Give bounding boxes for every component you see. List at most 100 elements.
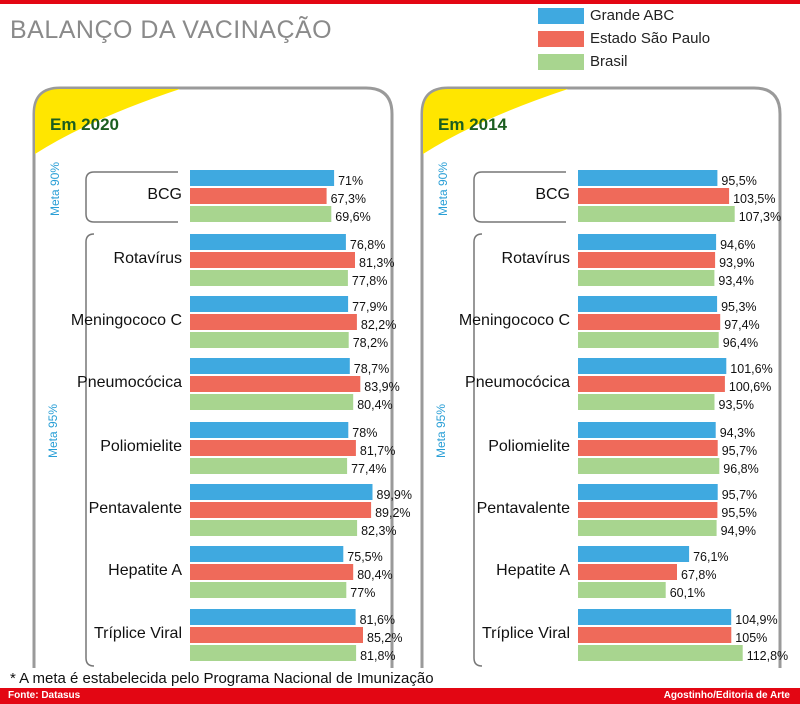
value-label-2014-meningococo-c-estado-sao-paulo: 97,4% [724, 318, 760, 332]
bar-2020-rotavirus-estado-sao-paulo [190, 252, 355, 268]
bar-2014-hepatite-a-brasil [578, 582, 666, 598]
value-label-2014-pneumococica-estado-sao-paulo: 100,6% [728, 380, 772, 394]
value-label-2014-bcg-brasil: 107,3% [738, 210, 782, 224]
value-label-2020-meningococo-c-estado-sao-paulo: 82,2% [360, 318, 397, 332]
value-label-2014-hepatite-a-grande-abc: 76,1% [693, 550, 729, 564]
value-label-2020-triplice-viral-grande-abc: 81,6% [359, 613, 396, 627]
category-label-poliomielite: Poliomielite [488, 438, 570, 455]
bar-2020-hepatite-a-brasil [190, 582, 347, 598]
bar-2020-meningococo-c-estado-sao-paulo [190, 314, 357, 330]
value-label-2020-poliomielite-estado-sao-paulo: 81,7% [359, 444, 396, 458]
value-label-2014-poliomielite-brasil: 96,8% [723, 462, 759, 476]
value-label-2020-pneumococica-brasil: 80,4% [357, 398, 393, 412]
category-label-meningococo-c: Meningococo C [70, 312, 182, 329]
value-label-2014-rotavirus-grande-abc: 94,6% [720, 238, 756, 252]
value-label-2014-bcg-estado-sao-paulo: 103,5% [733, 192, 776, 206]
value-label-2020-pneumococica-grande-abc: 78,7% [353, 362, 390, 376]
bar-2020-triplice-viral-grande-abc [190, 609, 356, 625]
bar-2020-triplice-viral-brasil [190, 645, 357, 661]
bar-2014-bcg-estado-sao-paulo [578, 188, 730, 204]
panel-frame [420, 86, 782, 668]
top-accent-bar [0, 0, 800, 4]
bar-2014-bcg-brasil [578, 206, 735, 222]
value-label-2014-pneumococica-brasil: 93,5% [718, 398, 754, 412]
value-label-2014-meningococo-c-brasil: 96,4% [722, 336, 759, 350]
value-label-2014-pentavalente-estado-sao-paulo: 95,5% [721, 506, 757, 520]
bar-2014-pentavalente-brasil [578, 520, 717, 536]
bar-2014-pneumococica-grande-abc [578, 358, 727, 374]
value-label-2014-hepatite-a-estado-sao-paulo: 67,8% [681, 568, 717, 582]
value-label-2020-poliomielite-grande-abc: 78% [352, 426, 378, 440]
bar-2014-hepatite-a-estado-sao-paulo [578, 564, 677, 580]
bar-2014-poliomielite-grande-abc [578, 422, 716, 438]
panel-title-2014: Em 2014 [438, 115, 507, 134]
category-label-meningococo-c: Meningococo C [458, 312, 570, 329]
bar-2020-bcg-brasil [190, 206, 332, 222]
chart-panel-2014: Em 2014 Meta 90% Meta 95% BCG 95,5% 103,5% 10… [418, 84, 798, 668]
category-label-pentavalente: Pentavalente [476, 500, 570, 517]
bar-2014-meningococo-c-estado-sao-paulo [578, 314, 721, 330]
bar-2014-meningococo-c-brasil [578, 332, 719, 348]
bar-2014-bcg-grande-abc [578, 170, 718, 186]
bar-2020-bcg-grande-abc [190, 170, 335, 186]
meta-95-bracket [85, 233, 95, 667]
bar-2014-triplice-viral-brasil [578, 645, 743, 661]
meta-90-bracket [85, 171, 178, 223]
bar-2020-poliomielite-brasil [190, 458, 348, 474]
bar-2020-pentavalente-estado-sao-paulo [190, 502, 372, 518]
page-title: BALANÇO DA VACINAÇÃO [10, 16, 333, 44]
value-label-2020-meningococo-c-brasil: 78,2% [352, 336, 389, 350]
bar-2020-rotavirus-grande-abc [190, 234, 346, 250]
value-label-2014-triplice-viral-grande-abc: 104,9% [735, 613, 778, 627]
category-label-pneumococica: Pneumocócica [77, 374, 182, 391]
bar-2020-bcg-estado-sao-paulo [190, 188, 327, 204]
legend-swatch-brasil [538, 54, 584, 70]
bar-2020-pentavalente-grande-abc [190, 484, 373, 500]
bar-2014-rotavirus-estado-sao-paulo [578, 252, 716, 268]
value-label-2020-pentavalente-grande-abc: 89,9% [376, 488, 412, 502]
value-label-2014-poliomielite-grande-abc: 94,3% [719, 426, 756, 440]
value-label-2020-hepatite-a-grande-abc: 75,5% [347, 550, 383, 564]
value-label-2014-triplice-viral-estado-sao-paulo: 105% [735, 631, 768, 645]
value-label-2020-hepatite-a-brasil: 77% [350, 586, 376, 600]
value-label-2014-triplice-viral-brasil: 112,8% [746, 649, 789, 663]
value-label-2020-triplice-viral-estado-sao-paulo: 85,2% [367, 631, 403, 645]
bar-2020-pneumococica-grande-abc [190, 358, 350, 374]
bar-2020-pneumococica-estado-sao-paulo [190, 376, 361, 392]
bar-2020-hepatite-a-grande-abc [190, 546, 344, 562]
value-label-2020-rotavirus-brasil: 77,8% [351, 274, 388, 288]
source-label: Fonte: Datasus [8, 690, 81, 701]
meta-90-bracket [473, 171, 566, 223]
category-label-hepatite-a: Hepatite A [108, 562, 182, 579]
panel-corner-highlight [423, 89, 568, 154]
value-label-2020-poliomielite-brasil: 77,4% [351, 462, 387, 476]
value-label-2020-bcg-grande-abc: 71% [338, 174, 364, 188]
bar-2014-triplice-viral-grande-abc [578, 609, 732, 625]
category-label-triplice-viral: Tríplice Viral [481, 625, 570, 642]
value-label-2020-bcg-brasil: 69,6% [335, 210, 371, 224]
legend-swatch-estado-sp [538, 31, 584, 47]
value-label-2014-pneumococica-grande-abc: 101,6% [730, 362, 773, 376]
value-label-2014-rotavirus-brasil: 93,4% [718, 274, 754, 288]
bar-2020-triplice-viral-estado-sao-paulo [190, 627, 363, 643]
category-label-pentavalente: Pentavalente [88, 500, 182, 517]
value-label-2014-rotavirus-estado-sao-paulo: 93,9% [719, 256, 755, 270]
legend-label-estado-sp: Estado São Paulo [590, 30, 711, 47]
value-label-2020-bcg-estado-sao-paulo: 67,3% [330, 192, 367, 206]
bar-2014-triplice-viral-estado-sao-paulo [578, 627, 732, 643]
value-label-2020-hepatite-a-estado-sao-paulo: 80,4% [357, 568, 393, 582]
panel-title-2020: Em 2020 [50, 115, 119, 134]
bar-2014-pneumococica-brasil [578, 394, 715, 410]
value-label-2020-pneumococica-estado-sao-paulo: 83,9% [364, 380, 400, 394]
value-label-2014-pentavalente-brasil: 94,9% [720, 524, 757, 538]
legend-label-grande-abc: Grande ABC [590, 7, 675, 24]
bar-2014-rotavirus-grande-abc [578, 234, 717, 250]
panel-corner-highlight [35, 89, 180, 154]
category-label-pneumococica: Pneumocócica [465, 374, 570, 391]
value-label-2020-pentavalente-estado-sao-paulo: 89,2% [375, 506, 411, 520]
credit-label: Agostinho/Editoria de Arte [663, 690, 790, 701]
category-label-poliomielite: Poliomielite [100, 438, 182, 455]
bar-2020-rotavirus-brasil [190, 270, 348, 286]
value-label-2014-poliomielite-estado-sao-paulo: 95,7% [721, 444, 758, 458]
footnote: * A meta é estabelecida pelo Programa Na… [10, 670, 434, 687]
